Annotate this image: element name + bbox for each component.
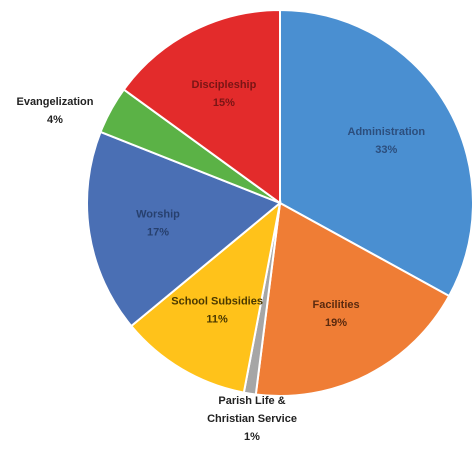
category-label-administration: Administration	[348, 126, 426, 138]
slice-school-subsidies	[129, 200, 282, 394]
pie-slices	[86, 8, 472, 397]
slice-facilities	[254, 201, 451, 397]
label-worship: Worship 17%	[136, 208, 180, 238]
label-parish-life-and-christian-service: Parish Life & Christian Service 1%	[207, 395, 297, 443]
category-label-worship: Worship	[136, 208, 180, 220]
category-label-parish-life-and-christian-service: Christian Service	[207, 413, 297, 425]
pie-labels: Administration 33% Facilities 19% Parish Lif…	[16, 79, 425, 443]
slice-administration	[279, 8, 472, 298]
label-discipleship: Discipleship 15%	[192, 79, 257, 109]
data-label-facilities: 19%	[325, 317, 347, 329]
data-label-discipleship: 15%	[213, 97, 235, 109]
category-label-school-subsidies: School Subsidies	[171, 295, 263, 307]
data-label-evangelization: 4%	[47, 114, 63, 126]
data-label-administration: 33%	[375, 144, 397, 156]
data-label-school-subsidies: 11%	[206, 313, 228, 325]
category-label-facilities: Facilities	[313, 299, 360, 311]
data-label-parish-life-and-christian-service: 1%	[244, 431, 260, 443]
slice-discipleship	[122, 8, 281, 205]
label-evangelization: Evangelization 4%	[16, 96, 93, 126]
label-school-subsidies: School Subsidies 11%	[171, 295, 263, 325]
slice-worship	[86, 130, 282, 328]
category-label-discipleship: Discipleship	[192, 79, 257, 91]
category-label-parish-life-and-christian-service: Parish Life &	[218, 395, 285, 407]
data-label-worship: 17%	[147, 226, 169, 238]
label-administration: Administration 33%	[348, 126, 426, 156]
label-facilities: Facilities 19%	[313, 299, 360, 329]
category-label-evangelization: Evangelization	[16, 96, 93, 108]
